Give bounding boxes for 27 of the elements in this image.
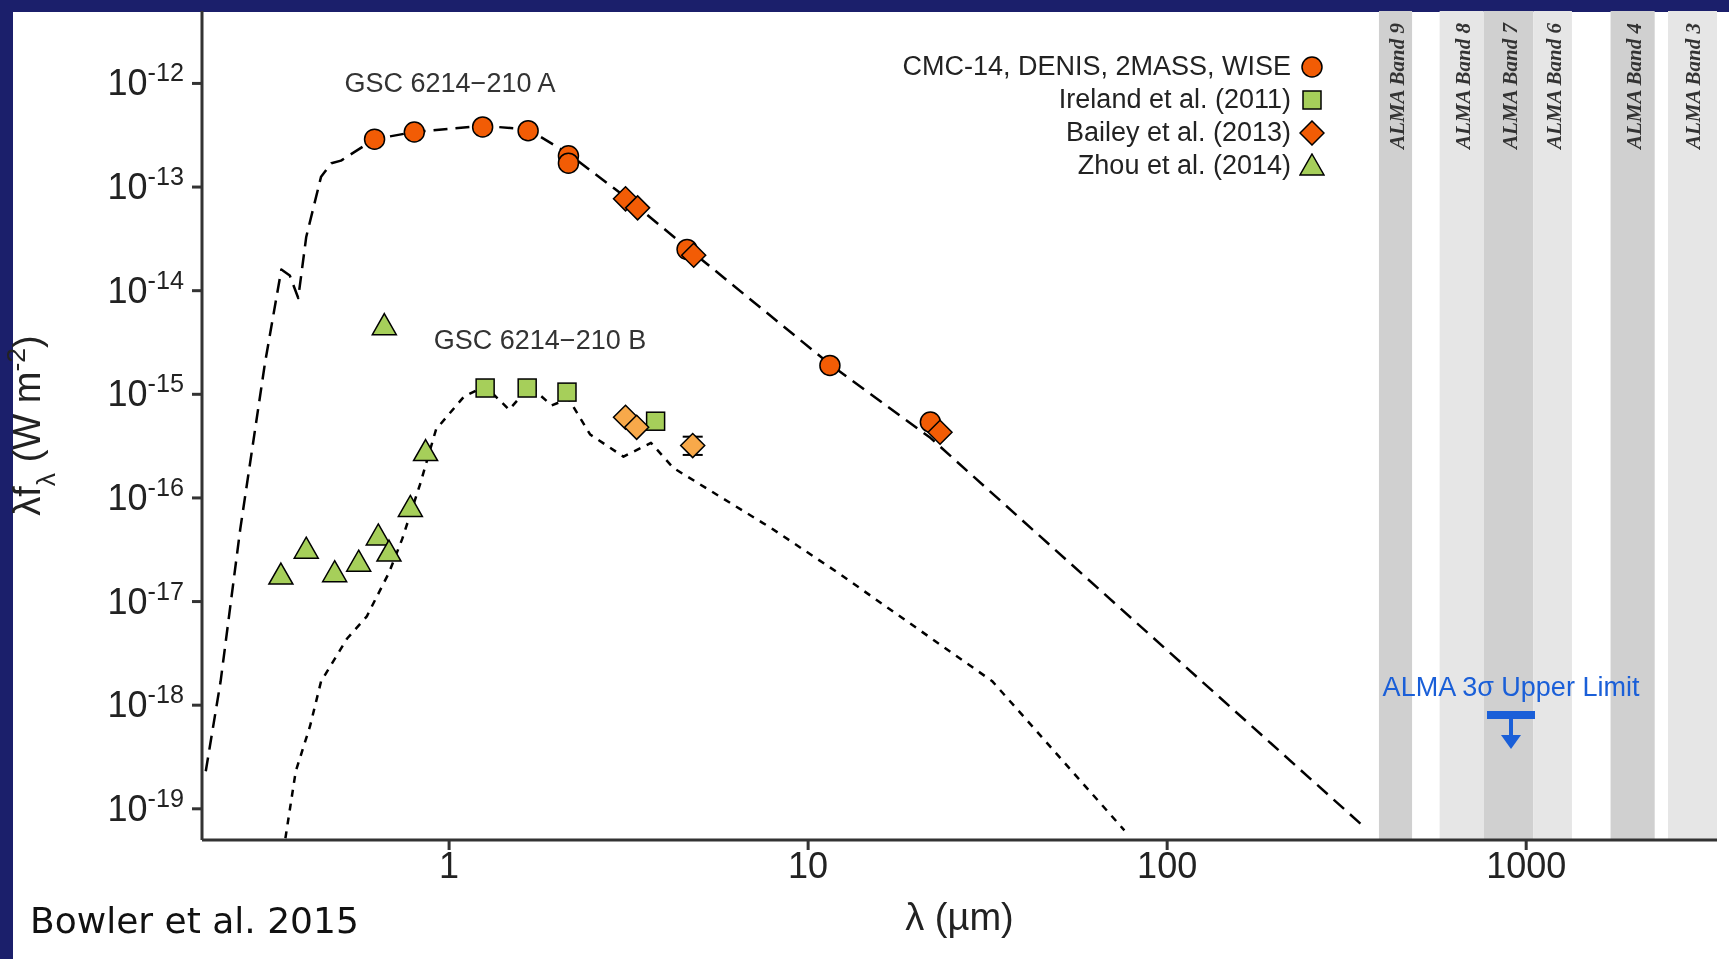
- y-tick-label: 10$^{-19}$: [107, 783, 184, 829]
- x-tick-label: 1: [439, 844, 460, 886]
- y-tick-label: 10$^{-12}$: [107, 58, 184, 104]
- x-tick-label: 100: [1137, 844, 1198, 886]
- legend-label: Zhou et al. (2014): [1077, 150, 1291, 181]
- y-tick-label: 10$^{-13}$: [107, 162, 184, 208]
- x-axis-title: λ (µm): [905, 896, 1014, 938]
- y-tick-label: 10$^{-15}$: [107, 369, 184, 415]
- text: Bowler et al. 2015: [30, 899, 359, 941]
- annotation: GSC 6214−210 B: [433, 324, 647, 356]
- band-label: ALMA Band 8: [1450, 22, 1475, 152]
- annotation: ALMA 3σ Upper Limit: [1382, 671, 1640, 703]
- band-label: ALMA Band 3: [1681, 23, 1706, 152]
- band-label: ALMA Band 9: [1384, 22, 1409, 152]
- y-tick-label: 10$^{-18}$: [107, 680, 184, 726]
- band-label: ALMA Band 4: [1621, 23, 1646, 152]
- x-tick-label: 10: [788, 844, 829, 886]
- annotation: GSC 6214−210 A: [344, 67, 556, 99]
- legend-label: Bailey et al. (2013): [1065, 117, 1291, 148]
- band-label: ALMA Band 6: [1541, 22, 1566, 152]
- y-tick-label: 10$^{-17}$: [107, 576, 184, 622]
- legend-label: CMC-14, DENIS, 2MASS, WISE: [902, 51, 1291, 82]
- y-tick-label: 10$^{-14}$: [107, 265, 184, 311]
- legend-label: Ireland et al. (2011): [1058, 84, 1291, 115]
- band-label: ALMA Band 7: [1497, 21, 1522, 152]
- x-tick-label: 1000: [1486, 844, 1567, 886]
- y-tick-label: 10$^{-16}$: [107, 472, 184, 518]
